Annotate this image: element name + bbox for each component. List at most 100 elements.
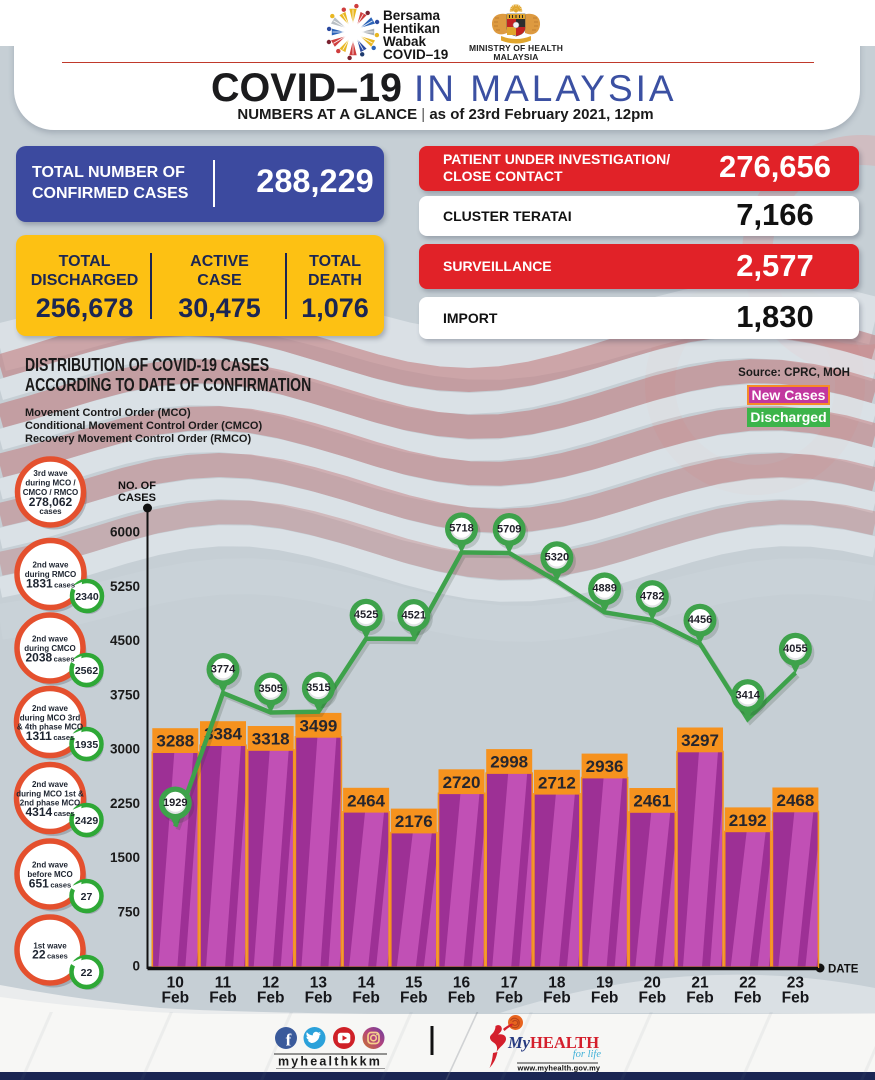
svg-text:Feb: Feb <box>639 990 667 1007</box>
svg-text:3499: 3499 <box>299 716 337 735</box>
svg-text:2nd phase MCO: 2nd phase MCO <box>20 799 80 808</box>
svg-text:2nd wave: 2nd wave <box>32 704 69 713</box>
svg-text:3515: 3515 <box>306 682 330 694</box>
svg-text:Feb: Feb <box>782 990 810 1007</box>
svg-text:750: 750 <box>117 904 140 919</box>
svg-text:3288: 3288 <box>156 732 194 751</box>
svg-text:Feb: Feb <box>305 990 333 1007</box>
svg-text:Feb: Feb <box>591 990 619 1007</box>
svg-text:MyHEALTH: MyHEALTH <box>507 1033 599 1052</box>
svg-text:0: 0 <box>132 959 140 974</box>
svg-text:6000: 6000 <box>110 525 140 540</box>
svg-text:5250: 5250 <box>110 579 140 594</box>
svg-text:4525: 4525 <box>354 609 378 621</box>
svg-text:11: 11 <box>215 975 232 992</box>
svg-text:3000: 3000 <box>110 742 140 757</box>
svg-text:22: 22 <box>81 967 93 979</box>
svg-text:2nd wave: 2nd wave <box>32 780 69 789</box>
svg-text:2720: 2720 <box>443 773 481 792</box>
svg-text:1935: 1935 <box>75 739 99 751</box>
svg-text:during MCO 1st &: during MCO 1st & <box>16 789 84 798</box>
svg-text:CMCO / RMCO: CMCO / RMCO <box>23 488 79 497</box>
svg-text:3297: 3297 <box>681 731 719 750</box>
svg-text:2nd wave: 2nd wave <box>32 561 69 570</box>
svg-text:1500: 1500 <box>110 850 140 865</box>
svg-text:2340: 2340 <box>75 591 99 603</box>
svg-text:3384: 3384 <box>204 725 242 744</box>
svg-text:23: 23 <box>787 975 805 992</box>
svg-text:before MCO: before MCO <box>27 870 72 879</box>
svg-text:cases: cases <box>39 507 62 516</box>
svg-text:2468: 2468 <box>776 791 814 810</box>
svg-text:& 4th phase MCO: & 4th phase MCO <box>17 723 83 732</box>
svg-text:Feb: Feb <box>495 990 523 1007</box>
svg-text:21: 21 <box>691 975 709 992</box>
svg-text:Feb: Feb <box>400 990 428 1007</box>
svg-text:Feb: Feb <box>543 990 571 1007</box>
svg-text:CASES: CASES <box>118 492 156 504</box>
svg-text:20: 20 <box>644 975 661 992</box>
svg-text:DATE: DATE <box>828 964 859 976</box>
svg-text:18: 18 <box>548 975 566 992</box>
svg-text:278,062: 278,062 <box>29 495 73 509</box>
svg-text:during CMCO: during CMCO <box>24 644 76 653</box>
svg-text:12: 12 <box>262 975 279 992</box>
svg-text:4055: 4055 <box>783 643 807 655</box>
svg-text:Feb: Feb <box>686 990 714 1007</box>
svg-text:2176: 2176 <box>395 812 433 831</box>
svg-text:2936: 2936 <box>586 757 624 776</box>
svg-text:2nd wave: 2nd wave <box>32 861 69 870</box>
svg-text:13: 13 <box>310 975 328 992</box>
svg-text:10: 10 <box>167 975 184 992</box>
svg-text:3750: 3750 <box>110 687 140 702</box>
svg-text:Feb: Feb <box>448 990 476 1007</box>
svg-text:1929: 1929 <box>163 797 187 809</box>
svg-text:2461: 2461 <box>633 792 671 811</box>
svg-text:during MCO /: during MCO / <box>25 479 76 488</box>
svg-text:4782: 4782 <box>640 590 664 602</box>
svg-text:3505: 3505 <box>258 683 282 695</box>
svg-text:14: 14 <box>357 975 375 992</box>
svg-text:3774: 3774 <box>211 663 236 675</box>
svg-text:19: 19 <box>596 975 614 992</box>
svg-text:2712: 2712 <box>538 773 576 792</box>
svg-text:2nd wave: 2nd wave <box>32 635 69 644</box>
svg-text:3414: 3414 <box>735 689 760 701</box>
svg-text:4500: 4500 <box>110 633 140 648</box>
svg-text:NO. OF: NO. OF <box>118 480 156 492</box>
svg-text:www.myhealth.gov.my: www.myhealth.gov.my <box>517 1064 601 1073</box>
svg-text:Feb: Feb <box>162 990 190 1007</box>
svg-text:during MCO 3rd: during MCO 3rd <box>20 713 81 722</box>
svg-text:1st wave: 1st wave <box>33 941 67 950</box>
svg-text:f: f <box>286 1031 292 1050</box>
svg-text:3rd wave: 3rd wave <box>33 469 68 478</box>
svg-text:Feb: Feb <box>209 990 237 1007</box>
svg-text:2998: 2998 <box>490 753 528 772</box>
svg-text:for life: for life <box>573 1049 602 1060</box>
svg-text:Feb: Feb <box>257 990 285 1007</box>
svg-text:5718: 5718 <box>449 523 473 535</box>
svg-text:4889: 4889 <box>592 583 616 595</box>
svg-text:2192: 2192 <box>729 811 767 830</box>
svg-text:2562: 2562 <box>75 665 99 677</box>
svg-text:5320: 5320 <box>545 552 569 564</box>
svg-text:16: 16 <box>453 975 471 992</box>
svg-text:4521: 4521 <box>402 609 426 621</box>
svg-text:17: 17 <box>501 975 518 992</box>
svg-text:15: 15 <box>405 975 423 992</box>
svg-text:during RMCO: during RMCO <box>25 570 77 579</box>
svg-text:27: 27 <box>81 891 93 903</box>
svg-text:4456: 4456 <box>688 614 712 626</box>
svg-text:2250: 2250 <box>110 796 140 811</box>
svg-text:5709: 5709 <box>497 523 521 535</box>
svg-text:Feb: Feb <box>352 990 380 1007</box>
svg-text:2464: 2464 <box>347 791 385 810</box>
svg-text:2429: 2429 <box>75 815 99 827</box>
svg-text:Feb: Feb <box>734 990 762 1007</box>
